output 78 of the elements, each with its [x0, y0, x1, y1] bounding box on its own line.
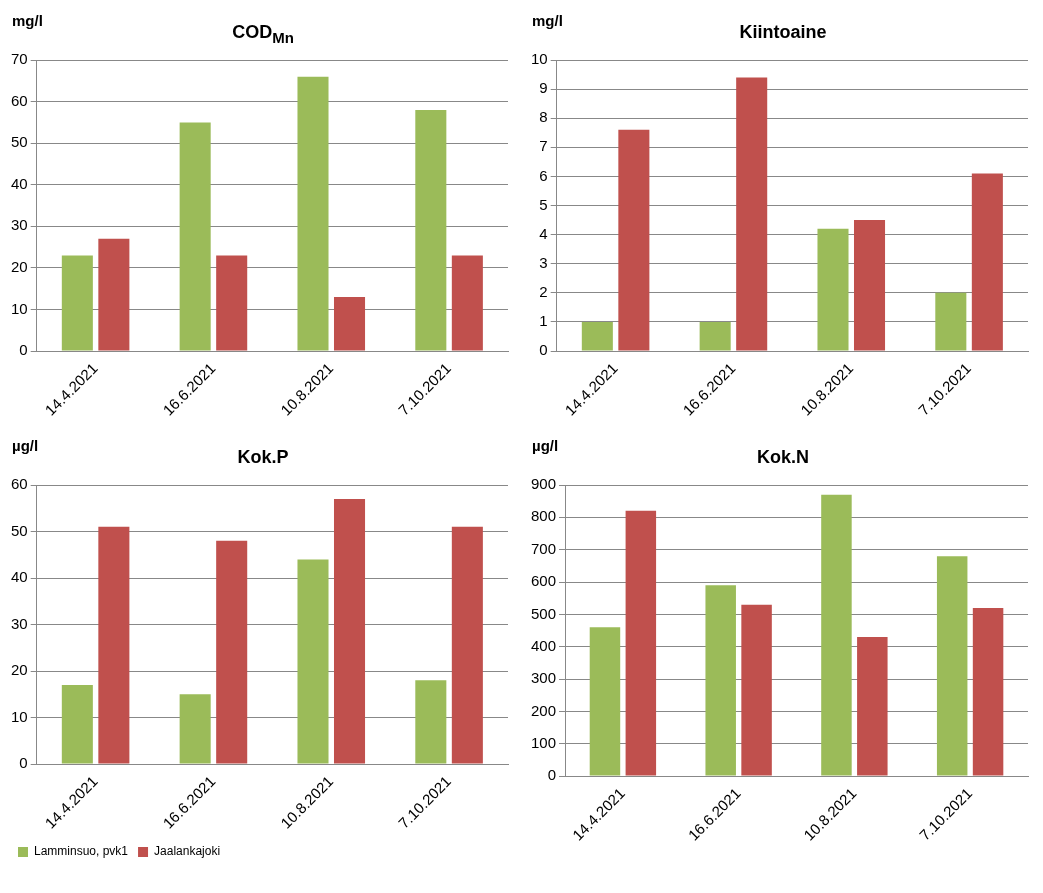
y-tick-label: 7	[539, 137, 548, 155]
bar	[625, 510, 657, 776]
bar	[179, 694, 211, 764]
y-tick-label: 400	[531, 636, 557, 654]
y-tick-label: 0	[19, 754, 28, 772]
y-tick-label: 60	[11, 91, 28, 109]
y-tick-label: 600	[531, 572, 557, 590]
y-tick-label: 40	[11, 174, 28, 192]
y-tick-label: 0	[547, 766, 557, 784]
y-tick-label: 30	[11, 614, 28, 632]
y-tick-label: 100	[531, 733, 557, 751]
y-axis-title: µg/l	[12, 437, 39, 454]
y-tick-label: 4	[539, 224, 548, 242]
y-axis-title: µg/l	[532, 437, 559, 454]
chart-title: COD$_{Mn}$	[232, 22, 294, 46]
bar	[98, 526, 130, 764]
y-tick-label: 9	[539, 79, 548, 97]
y-tick-label: 30	[11, 216, 28, 234]
y-tick-label: 0	[539, 341, 548, 359]
bar	[936, 556, 968, 776]
y-tick-label: 10	[11, 707, 28, 725]
y-tick-label: 50	[11, 133, 28, 151]
bar	[618, 129, 650, 351]
y-tick-label: 10	[11, 299, 28, 317]
bar	[297, 559, 329, 764]
chart-title: Kiintoaine	[739, 22, 827, 42]
y-tick-label: 60	[11, 475, 28, 493]
y-tick-label: 3	[539, 253, 548, 271]
bar	[935, 292, 967, 351]
y-tick-label: 2	[539, 283, 548, 301]
y-tick-label: 70	[11, 50, 28, 68]
legend-label: Lamminsuo, pvk1	[34, 844, 129, 859]
y-tick-label: 50	[11, 521, 28, 539]
y-tick-label: 900	[531, 475, 557, 493]
y-tick-label: 8	[539, 108, 548, 126]
bar	[736, 77, 768, 351]
y-tick-label: 0	[19, 341, 28, 359]
bar	[297, 76, 329, 351]
bar	[972, 607, 1004, 776]
bar	[451, 526, 483, 764]
bar	[857, 637, 888, 776]
bar	[699, 321, 731, 351]
y-tick-label: 5	[539, 195, 548, 213]
bar	[741, 604, 772, 776]
bar	[817, 228, 849, 351]
y-tick-label: 6	[539, 166, 548, 184]
bar	[581, 321, 613, 351]
bar	[415, 680, 447, 764]
bar	[854, 220, 886, 351]
y-tick-label: 10	[531, 50, 548, 68]
bar	[179, 122, 211, 351]
y-axis-title: mg/l	[532, 12, 563, 29]
bar	[334, 498, 366, 764]
bar	[61, 255, 93, 351]
y-tick-label: 20	[11, 258, 28, 276]
y-tick-label: 20	[11, 661, 28, 679]
bar	[216, 540, 248, 764]
chart-title: Kok.P	[237, 447, 289, 467]
bar	[971, 173, 1003, 351]
chart-title: Kok.N	[756, 447, 809, 467]
bar	[216, 255, 248, 351]
bar	[61, 685, 93, 764]
bar	[705, 585, 736, 776]
bar	[821, 494, 852, 776]
y-tick-label: 800	[531, 507, 557, 525]
y-tick-label: 700	[531, 539, 557, 557]
y-tick-label: 40	[11, 568, 28, 586]
bar	[415, 109, 447, 351]
bar	[334, 297, 366, 351]
y-tick-label: 1	[539, 312, 548, 330]
y-tick-label: 300	[531, 669, 557, 687]
bar	[98, 238, 130, 351]
bar	[451, 255, 483, 351]
legend-label: Jaalankajoki	[154, 844, 221, 859]
y-tick-label: 200	[531, 701, 557, 719]
y-axis-title: mg/l	[12, 12, 43, 29]
y-tick-label: 500	[531, 604, 557, 622]
bar	[589, 627, 621, 776]
